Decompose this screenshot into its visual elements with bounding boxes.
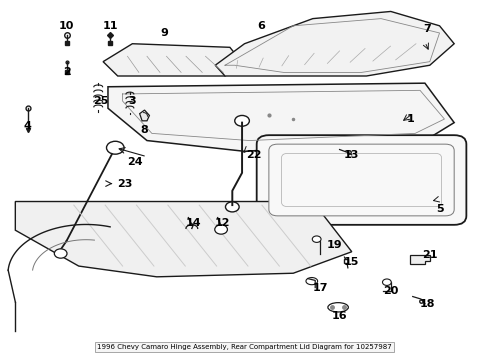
Text: 2: 2 (62, 67, 70, 77)
Text: 14: 14 (185, 218, 201, 228)
Circle shape (214, 225, 227, 234)
Text: 25: 25 (93, 96, 108, 106)
Text: 8: 8 (141, 125, 148, 135)
Polygon shape (103, 44, 244, 76)
Text: 3: 3 (128, 96, 136, 106)
Ellipse shape (327, 303, 347, 312)
Text: 21: 21 (421, 250, 437, 260)
Circle shape (382, 279, 390, 285)
Circle shape (234, 116, 249, 126)
Text: 1996 Chevy Camaro Hinge Assembly, Rear Compartment Lid Diagram for 10257987: 1996 Chevy Camaro Hinge Assembly, Rear C… (97, 345, 391, 350)
Text: 1: 1 (406, 114, 413, 124)
Text: 24: 24 (127, 157, 142, 167)
Circle shape (312, 236, 321, 242)
Circle shape (54, 249, 67, 258)
Text: 6: 6 (257, 21, 265, 31)
Text: 5: 5 (435, 204, 443, 214)
FancyBboxPatch shape (256, 135, 466, 225)
Polygon shape (140, 110, 149, 121)
Text: 20: 20 (382, 286, 398, 296)
Polygon shape (409, 255, 429, 264)
Text: 7: 7 (423, 24, 430, 35)
Text: 4: 4 (23, 121, 31, 131)
Text: 19: 19 (326, 239, 342, 249)
Circle shape (106, 141, 124, 154)
Text: 18: 18 (419, 299, 434, 309)
Polygon shape (215, 12, 453, 76)
Circle shape (225, 202, 239, 212)
Text: 17: 17 (312, 283, 327, 293)
FancyBboxPatch shape (281, 153, 441, 207)
FancyBboxPatch shape (268, 144, 453, 216)
Text: 11: 11 (102, 21, 118, 31)
Polygon shape (15, 202, 351, 277)
Text: 13: 13 (344, 150, 359, 160)
Polygon shape (108, 83, 453, 151)
Text: 22: 22 (246, 150, 262, 160)
Text: 23: 23 (117, 179, 132, 189)
Text: 9: 9 (160, 28, 168, 38)
Text: 12: 12 (214, 218, 230, 228)
Text: 16: 16 (331, 311, 346, 321)
Text: 15: 15 (344, 257, 359, 267)
Text: 10: 10 (59, 21, 74, 31)
